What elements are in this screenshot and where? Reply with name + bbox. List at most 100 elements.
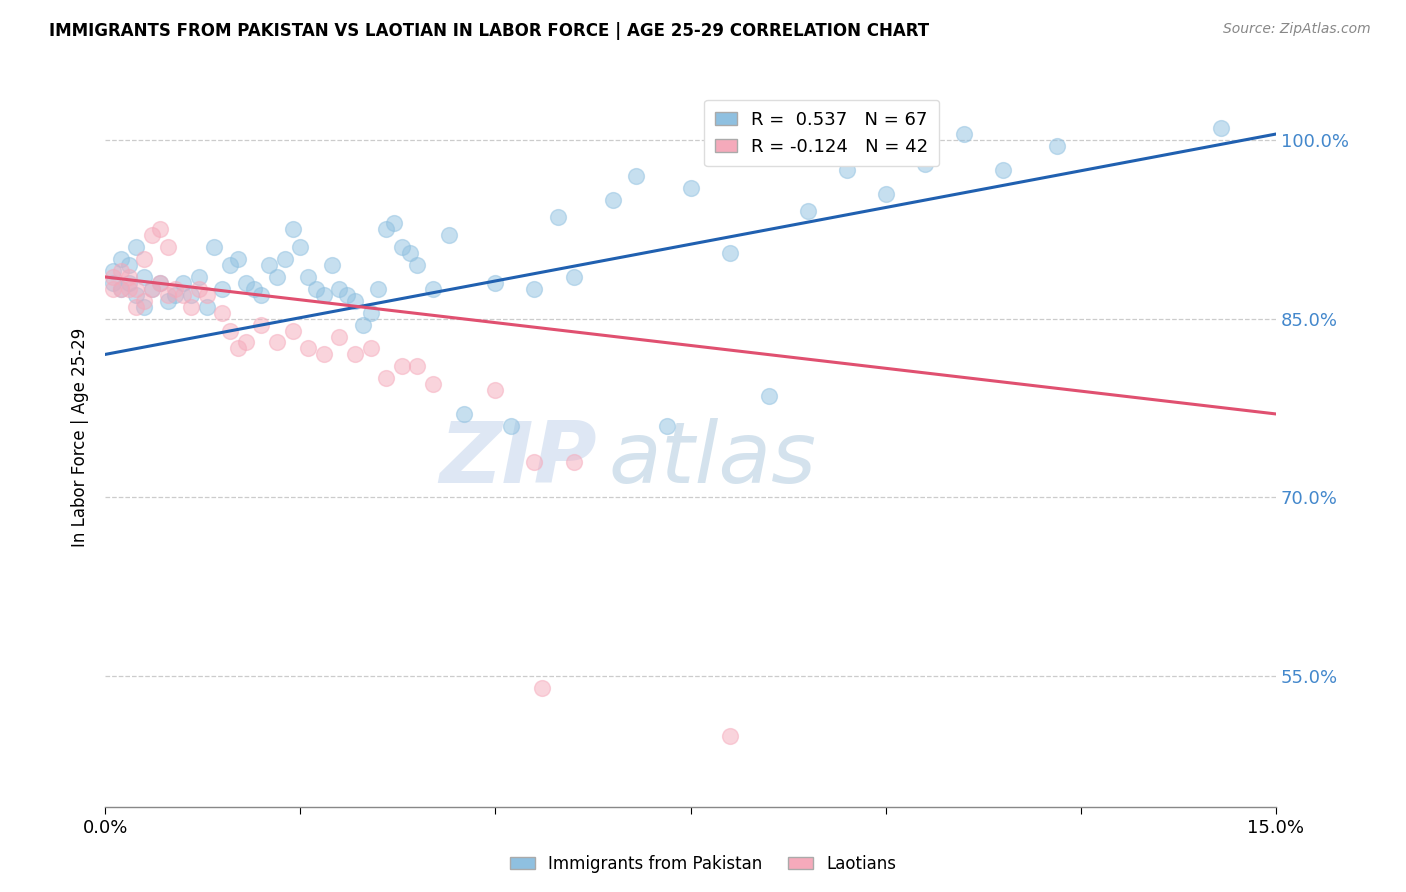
- Point: [110, 282, 132, 296]
- Point: [562, 455, 585, 469]
- Point: [406, 359, 429, 374]
- Point: [290, 240, 312, 254]
- Point: [914, 157, 936, 171]
- Y-axis label: In Labor Force | Age 25-29: In Labor Force | Age 25-29: [72, 328, 89, 548]
- Point: [250, 288, 273, 302]
- Point: [204, 240, 226, 254]
- Point: [343, 347, 366, 361]
- Point: [195, 288, 218, 302]
- Point: [125, 240, 148, 254]
- Point: [297, 270, 319, 285]
- Point: [360, 342, 382, 356]
- Point: [796, 204, 818, 219]
- Point: [406, 258, 429, 272]
- Point: [422, 377, 444, 392]
- Point: [211, 282, 233, 296]
- Point: [117, 270, 139, 285]
- Point: [250, 318, 273, 332]
- Point: [134, 293, 156, 308]
- Point: [257, 258, 280, 272]
- Point: [226, 342, 249, 356]
- Point: [266, 335, 288, 350]
- Point: [422, 282, 444, 296]
- Point: [226, 252, 249, 266]
- Point: [343, 293, 366, 308]
- Point: [187, 270, 209, 285]
- Point: [156, 288, 179, 302]
- Point: [149, 222, 172, 236]
- Point: [523, 282, 546, 296]
- Point: [336, 288, 359, 302]
- Point: [991, 162, 1014, 177]
- Legend: R =  0.537   N = 67, R = -0.124   N = 42: R = 0.537 N = 67, R = -0.124 N = 42: [704, 100, 939, 167]
- Point: [242, 282, 264, 296]
- Point: [679, 180, 702, 194]
- Text: IMMIGRANTS FROM PAKISTAN VS LAOTIAN IN LABOR FORCE | AGE 25-29 CORRELATION CHART: IMMIGRANTS FROM PAKISTAN VS LAOTIAN IN L…: [49, 22, 929, 40]
- Legend: Immigrants from Pakistan, Laotians: Immigrants from Pakistan, Laotians: [503, 848, 903, 880]
- Point: [110, 282, 132, 296]
- Point: [117, 276, 139, 290]
- Point: [367, 282, 389, 296]
- Point: [134, 252, 156, 266]
- Point: [165, 288, 187, 302]
- Point: [134, 270, 156, 285]
- Point: [453, 407, 475, 421]
- Point: [117, 258, 139, 272]
- Point: [375, 371, 398, 385]
- Point: [484, 383, 506, 397]
- Point: [499, 418, 522, 433]
- Point: [624, 169, 647, 183]
- Point: [1046, 139, 1069, 153]
- Point: [602, 193, 624, 207]
- Point: [172, 288, 194, 302]
- Point: [219, 258, 242, 272]
- Point: [156, 240, 179, 254]
- Point: [547, 211, 569, 225]
- Point: [180, 300, 202, 314]
- Point: [398, 246, 420, 260]
- Point: [101, 282, 124, 296]
- Point: [1211, 121, 1233, 136]
- Point: [274, 252, 297, 266]
- Point: [835, 162, 858, 177]
- Point: [219, 324, 242, 338]
- Point: [382, 216, 405, 230]
- Point: [952, 127, 974, 141]
- Point: [141, 228, 163, 243]
- Point: [235, 276, 257, 290]
- Point: [297, 342, 319, 356]
- Point: [172, 276, 194, 290]
- Point: [101, 276, 124, 290]
- Point: [484, 276, 506, 290]
- Point: [281, 324, 304, 338]
- Point: [437, 228, 460, 243]
- Point: [180, 288, 202, 302]
- Point: [134, 300, 156, 314]
- Point: [360, 306, 382, 320]
- Point: [266, 270, 288, 285]
- Point: [305, 282, 328, 296]
- Point: [101, 270, 124, 285]
- Point: [101, 264, 124, 278]
- Point: [562, 270, 585, 285]
- Point: [312, 347, 335, 361]
- Point: [391, 359, 413, 374]
- Point: [523, 455, 546, 469]
- Point: [187, 282, 209, 296]
- Point: [110, 252, 132, 266]
- Text: Source: ZipAtlas.com: Source: ZipAtlas.com: [1223, 22, 1371, 37]
- Point: [657, 418, 679, 433]
- Point: [391, 240, 413, 254]
- Point: [531, 681, 554, 695]
- Point: [321, 258, 343, 272]
- Point: [149, 276, 172, 290]
- Point: [141, 282, 163, 296]
- Point: [718, 246, 741, 260]
- Point: [141, 282, 163, 296]
- Point: [125, 300, 148, 314]
- Point: [875, 186, 897, 201]
- Point: [328, 282, 350, 296]
- Point: [149, 276, 172, 290]
- Point: [281, 222, 304, 236]
- Point: [125, 288, 148, 302]
